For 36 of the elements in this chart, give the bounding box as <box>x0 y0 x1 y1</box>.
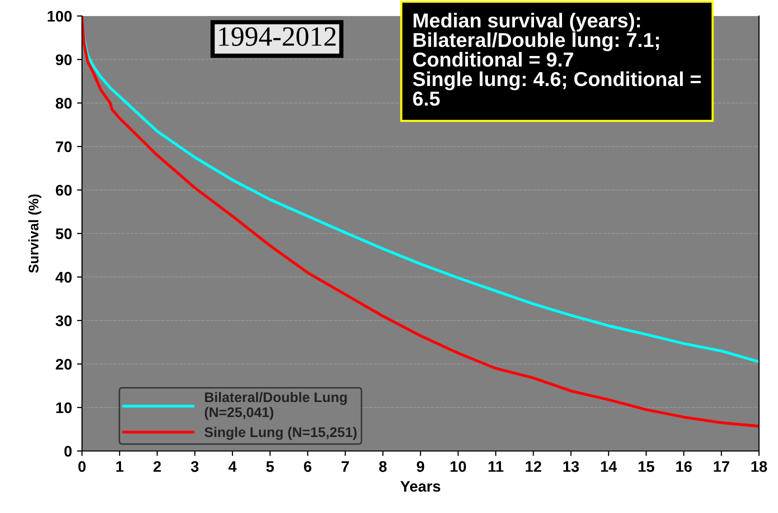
x-tick-label: 0 <box>78 461 86 472</box>
x-tick-label: 15 <box>638 461 654 472</box>
x-tick-label: 3 <box>190 461 199 472</box>
x-tick-label: 6 <box>304 461 312 472</box>
y-axis-title: Survival (%) <box>28 194 42 273</box>
x-tick-label: 13 <box>563 461 579 472</box>
annotation: Median survival (years): Bilateral/Double lung: 7.1; Conditional = 9.7 Single lung: 4.6; Conditional = 6.5 <box>412 12 701 106</box>
y-tick-label: 40 <box>56 272 72 283</box>
x-tick-label: 11 <box>488 461 504 472</box>
x-tick-label: 14 <box>601 461 617 472</box>
x-tick-label: 4 <box>228 461 237 472</box>
y-tick-label: 60 <box>56 184 72 196</box>
y-tick-label: 70 <box>56 141 72 152</box>
x-tick-label: 18 <box>751 461 768 472</box>
x-tick-label: 2 <box>154 461 161 472</box>
x-axis-title: Years <box>400 481 440 492</box>
y-tick-label: 0 <box>64 446 72 457</box>
y-tick-label: 10 <box>56 402 72 414</box>
legend-label: Bilateral/Double Lung (N=25,041) <box>204 392 347 420</box>
x-tick-label: 5 <box>266 461 274 472</box>
x-tick-label: 12 <box>526 461 542 472</box>
x-tick-label: 17 <box>714 461 730 472</box>
x-tick-label: 16 <box>676 461 692 472</box>
x-tick-label: 9 <box>416 461 424 472</box>
y-tick-label: 20 <box>56 358 72 370</box>
y-tick-label: 30 <box>56 315 72 326</box>
x-tick-label: 8 <box>379 461 387 472</box>
legend-label: Single Lung (N=15,251) <box>204 426 357 440</box>
y-tick-label: 80 <box>56 98 72 109</box>
y-tick-label: 100 <box>48 10 72 22</box>
x-tick-label: 7 <box>342 461 349 472</box>
y-tick-label: 50 <box>56 228 72 240</box>
x-tick-label: 10 <box>450 461 466 472</box>
y-tick-label: 90 <box>56 54 72 66</box>
x-tick-label: 1 <box>116 461 124 472</box>
annotation: 1994-2012 <box>219 27 336 46</box>
